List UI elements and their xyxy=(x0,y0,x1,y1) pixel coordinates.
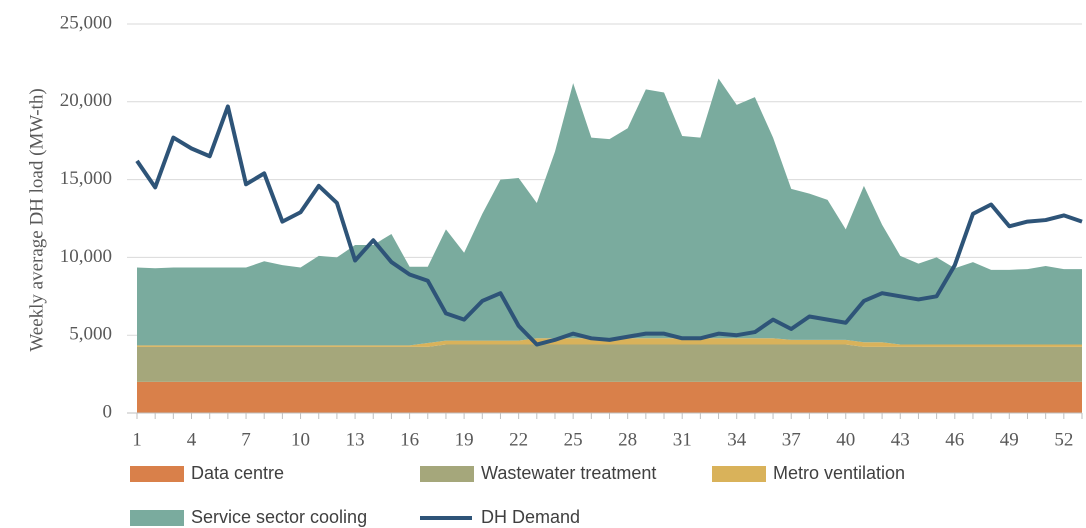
x-tick-label: 31 xyxy=(673,429,692,450)
x-tick-label: 52 xyxy=(1054,429,1073,450)
y-tick-label: 10,000 xyxy=(60,246,112,267)
x-tick-label: 10 xyxy=(291,429,310,450)
x-tick-label: 49 xyxy=(1000,429,1019,450)
x-tick-label: 7 xyxy=(241,429,251,450)
legend-swatch xyxy=(420,466,474,482)
area xyxy=(137,338,1082,347)
x-tick-label: 16 xyxy=(400,429,419,450)
y-tick-label: 0 xyxy=(103,401,113,422)
area xyxy=(137,344,1082,382)
x-tick-label: 43 xyxy=(891,429,910,450)
area xyxy=(137,381,1082,413)
y-tick-label: 25,000 xyxy=(60,12,112,33)
x-tick-label: 40 xyxy=(836,429,855,450)
legend-label: Service sector cooling xyxy=(191,507,367,527)
legend-label: Metro ventilation xyxy=(773,463,905,483)
x-tick-label: 46 xyxy=(945,429,964,450)
x-tick-label: 37 xyxy=(782,429,801,450)
y-tick-label: 15,000 xyxy=(60,168,112,189)
legend-swatch xyxy=(130,466,184,482)
x-tick-label: 25 xyxy=(564,429,583,450)
x-tick-label: 4 xyxy=(187,429,197,450)
y-tick-label: 20,000 xyxy=(60,90,112,111)
x-tick-label: 28 xyxy=(618,429,637,450)
legend-swatch xyxy=(712,466,766,482)
legend-label: Data centre xyxy=(191,463,284,483)
y-tick-label: 5,000 xyxy=(69,324,112,345)
legend-label: Wastewater treatment xyxy=(481,463,656,483)
x-tick-label: 34 xyxy=(727,429,747,450)
x-tick-label: 22 xyxy=(509,429,528,450)
legend-label: DH Demand xyxy=(481,507,580,527)
area xyxy=(137,78,1082,346)
legend-swatch xyxy=(130,510,184,526)
x-tick-label: 19 xyxy=(455,429,474,450)
line xyxy=(135,104,1083,347)
y-axis-label: Weekly average DH load (MW-th) xyxy=(26,88,47,351)
x-tick-label: 1 xyxy=(132,429,142,450)
x-tick-label: 13 xyxy=(346,429,365,450)
